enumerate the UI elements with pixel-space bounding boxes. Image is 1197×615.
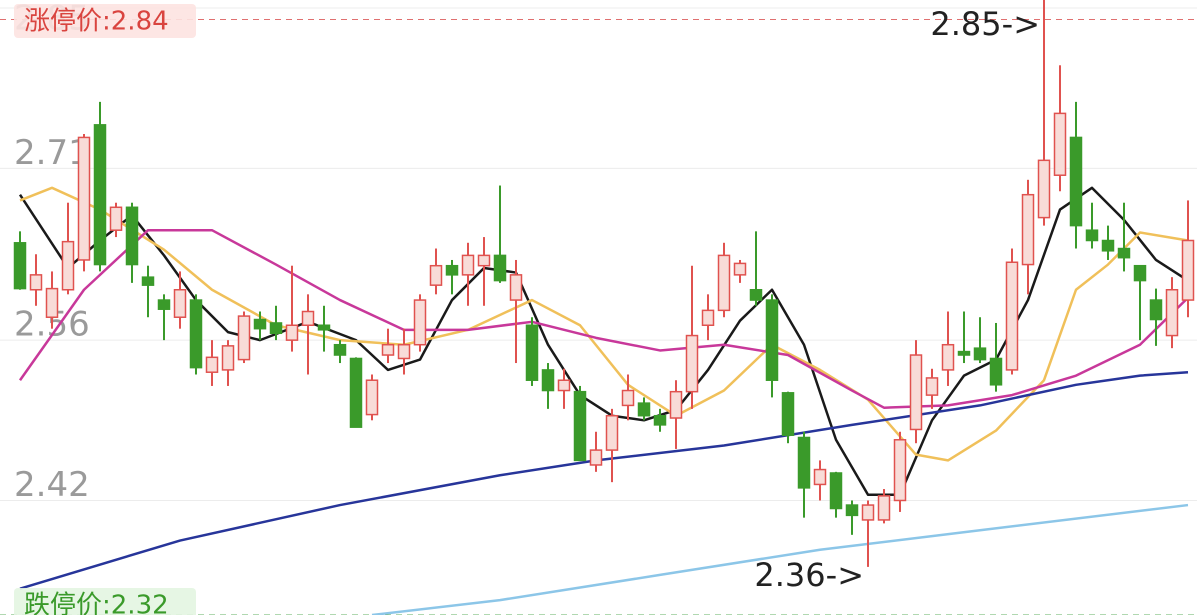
- limit-badge: 涨停价:2.84: [14, 4, 196, 38]
- candle-body: [573, 390, 587, 462]
- candle-body: [621, 389, 635, 407]
- candle-body: [365, 379, 379, 416]
- candle-body: [1101, 239, 1115, 252]
- candle-body: [765, 299, 779, 381]
- candle-body: [189, 299, 203, 369]
- candle-body: [61, 240, 75, 291]
- candle-body: [381, 343, 395, 356]
- candle-body: [589, 449, 603, 466]
- candle-body: [733, 262, 747, 276]
- candle-body: [717, 254, 731, 312]
- candle-body: [157, 299, 171, 310]
- candle-body: [461, 254, 475, 276]
- candle-body: [781, 392, 795, 436]
- candle-body: [29, 274, 43, 291]
- candle-body: [349, 357, 363, 428]
- candle-body: [749, 288, 763, 301]
- candle-body: [1069, 136, 1083, 227]
- candle-body: [1005, 261, 1019, 371]
- candle-body: [557, 379, 571, 392]
- limit-label: 涨停价:2.84: [24, 7, 169, 37]
- candle-body: [1037, 159, 1051, 219]
- candle-body: [1085, 229, 1099, 242]
- candle-body: [1165, 288, 1179, 337]
- badge-background: [14, 588, 196, 615]
- candle-body: [669, 390, 683, 419]
- limit-badge: 跌停价:2.32: [14, 588, 196, 615]
- candle-body: [957, 350, 971, 356]
- candle-body: [141, 276, 155, 286]
- candle-body: [445, 264, 459, 276]
- y-tick-label: 2.71: [14, 133, 90, 173]
- candle-body: [477, 254, 491, 267]
- candle-body: [1053, 112, 1067, 176]
- candle-body: [45, 287, 59, 318]
- candle-body: [125, 206, 139, 266]
- candle-body: [1133, 264, 1147, 282]
- price-annotation: 2.36->: [754, 556, 864, 594]
- moving-average-line: [371, 503, 1189, 615]
- candle-body: [653, 414, 667, 426]
- candle-body: [525, 324, 539, 381]
- candle-body: [845, 504, 859, 517]
- candle-body: [237, 315, 251, 361]
- candle-body: [973, 347, 987, 361]
- candle-body: [269, 322, 283, 335]
- candle-body: [893, 439, 907, 502]
- candle-body: [493, 254, 507, 282]
- candle-body: [541, 369, 555, 392]
- candle-body: [77, 136, 91, 261]
- candle-body: [989, 357, 1003, 386]
- candle-body: [605, 414, 619, 451]
- candle-body: [1181, 239, 1195, 301]
- candle-body: [1021, 193, 1035, 266]
- moving-average-line: [19, 370, 1189, 590]
- candle-body: [941, 343, 955, 371]
- moving-average-line: [18, 228, 1189, 409]
- candle-body: [93, 124, 107, 266]
- candle-body: [317, 324, 331, 331]
- candle-body: [397, 343, 411, 360]
- candle-body: [205, 356, 219, 373]
- price-annotation: 2.85->: [930, 5, 1040, 43]
- candle-body: [173, 288, 187, 318]
- candle-body: [413, 299, 427, 346]
- candle-body: [1149, 299, 1163, 321]
- candle-body: [637, 402, 651, 417]
- candle-body: [13, 242, 27, 290]
- candle-body: [253, 318, 267, 330]
- badge-background: [14, 4, 196, 38]
- candle-body: [813, 468, 827, 486]
- candle-body: [109, 206, 123, 231]
- candle-body: [333, 343, 347, 356]
- candle-body: [701, 309, 715, 327]
- candle-body: [925, 377, 939, 396]
- limit-label: 跌停价:2.32: [24, 591, 169, 615]
- candle-body: [1117, 247, 1131, 259]
- candle-body: [829, 472, 843, 510]
- candle-body: [861, 504, 875, 521]
- candle-body: [685, 334, 699, 393]
- candle-body: [429, 264, 443, 286]
- candle-body: [909, 354, 923, 431]
- candle-body: [797, 436, 811, 489]
- candle-body: [301, 310, 315, 327]
- candle-body: [221, 345, 235, 371]
- candle-body: [509, 274, 523, 301]
- candle-body: [285, 324, 299, 341]
- y-tick-label: 2.42: [14, 465, 90, 505]
- candle-body: [877, 495, 891, 521]
